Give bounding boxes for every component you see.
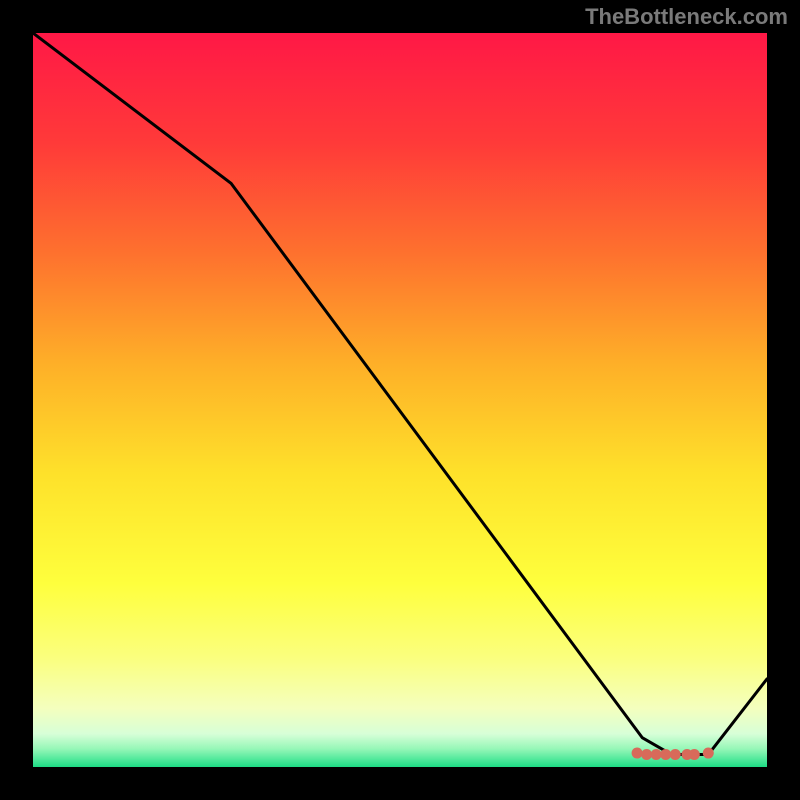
knot-marker [660, 749, 671, 760]
knot-marker [689, 749, 700, 760]
knot-marker [670, 749, 681, 760]
knot-marker [703, 748, 714, 759]
knot-marker [632, 748, 643, 759]
watermark-text: TheBottleneck.com [585, 4, 788, 30]
bottleneck-curve [33, 33, 767, 755]
bottleneck-curve-layer [33, 33, 767, 767]
plot-area [33, 33, 767, 767]
knot-marker [641, 749, 652, 760]
knot-marker [651, 749, 662, 760]
